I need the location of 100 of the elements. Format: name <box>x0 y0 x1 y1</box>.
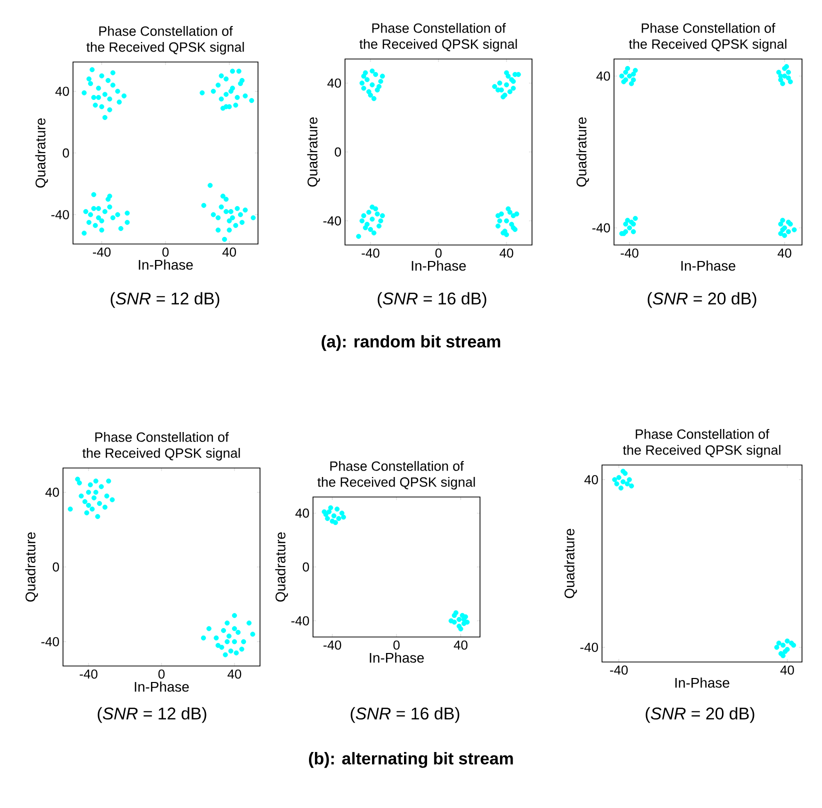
point <box>628 483 634 488</box>
point <box>370 204 375 210</box>
point <box>782 232 788 238</box>
chart-subtitle: the Received QPSK signal <box>359 38 517 52</box>
text: (SNR = 20 dB) <box>646 707 754 723</box>
point <box>625 66 630 71</box>
point <box>626 477 632 482</box>
point <box>246 620 252 626</box>
point <box>370 68 375 74</box>
point <box>322 509 327 514</box>
y-axis-title: Quadrature <box>564 528 577 598</box>
chart-subtitle: the Received QPSK signal <box>317 476 475 490</box>
text: (SNR = 16 dB) <box>350 707 460 723</box>
point <box>224 620 230 626</box>
point <box>232 626 237 632</box>
point <box>632 68 638 73</box>
point <box>361 74 366 79</box>
point <box>507 89 512 94</box>
point <box>620 479 626 484</box>
point <box>366 210 372 215</box>
point <box>206 626 212 632</box>
point <box>241 639 246 644</box>
point <box>76 480 82 486</box>
point <box>370 82 375 88</box>
point <box>627 225 632 230</box>
point <box>93 490 98 495</box>
y-tick-label: -40 <box>291 616 309 626</box>
point <box>234 650 239 656</box>
point <box>82 499 88 504</box>
x-tick-label: 40 <box>222 247 236 257</box>
chart-subtitle: the Received QPSK signal <box>628 38 786 52</box>
chart-title: Phase Constellation of <box>95 432 229 442</box>
point <box>368 226 374 232</box>
point <box>632 216 638 221</box>
point <box>612 477 618 482</box>
chart-title: Phase Constellation of <box>642 23 776 33</box>
point <box>356 234 362 239</box>
point <box>364 77 370 82</box>
x-axis-title: In-Phase <box>138 260 193 270</box>
y-axis-title: Quadrature <box>275 532 288 602</box>
point <box>224 639 230 644</box>
chart-subtitle: the Received QPSK signal <box>622 444 780 458</box>
point <box>250 632 256 637</box>
point <box>776 640 782 646</box>
point <box>628 81 634 86</box>
point <box>506 74 511 79</box>
point <box>780 81 786 86</box>
point <box>448 618 454 624</box>
point <box>226 634 232 639</box>
point <box>618 486 624 491</box>
point <box>504 218 510 224</box>
point <box>786 70 791 75</box>
point <box>456 616 462 622</box>
point <box>222 652 228 658</box>
text: (SNR = 20 dB) <box>648 292 756 308</box>
point <box>339 510 344 516</box>
point <box>786 75 791 80</box>
point <box>361 86 366 91</box>
point <box>86 502 92 508</box>
point <box>95 514 100 520</box>
point <box>336 516 342 522</box>
text: (b): alternating bit stream <box>308 752 513 768</box>
point <box>331 513 336 518</box>
y-tick-label: 40 <box>55 86 69 96</box>
point <box>788 79 793 84</box>
x-tick-label: 0 <box>162 247 169 257</box>
point <box>504 82 510 88</box>
point <box>458 626 464 632</box>
point <box>328 505 334 510</box>
point <box>214 635 219 640</box>
point <box>510 86 516 91</box>
point <box>88 482 93 488</box>
point <box>504 70 510 76</box>
chart-subtitle: the Received QPSK signal <box>86 42 244 54</box>
point <box>341 514 346 520</box>
y-axis-title: Quadrature <box>25 532 38 602</box>
point <box>92 495 97 500</box>
y-tick-label: 40 <box>327 78 341 88</box>
point <box>221 628 226 633</box>
point <box>324 516 330 522</box>
x-tick-label: 40 <box>228 670 242 679</box>
point <box>378 78 384 84</box>
point <box>492 84 498 90</box>
point <box>362 225 368 230</box>
point <box>236 630 241 635</box>
text: (a): random bit stream <box>322 335 500 351</box>
point <box>376 224 382 229</box>
point <box>504 232 510 238</box>
x-tick-label: -40 <box>620 248 638 258</box>
point <box>496 213 501 218</box>
point <box>232 613 237 618</box>
point <box>75 476 80 482</box>
point <box>460 612 465 618</box>
point <box>778 231 784 236</box>
point <box>380 74 385 79</box>
point <box>780 653 786 658</box>
point <box>200 635 206 640</box>
x-axis-title: In-Phase <box>370 652 424 663</box>
x-tick-label: 40 <box>780 666 794 675</box>
x-tick-label: 40 <box>778 248 792 258</box>
